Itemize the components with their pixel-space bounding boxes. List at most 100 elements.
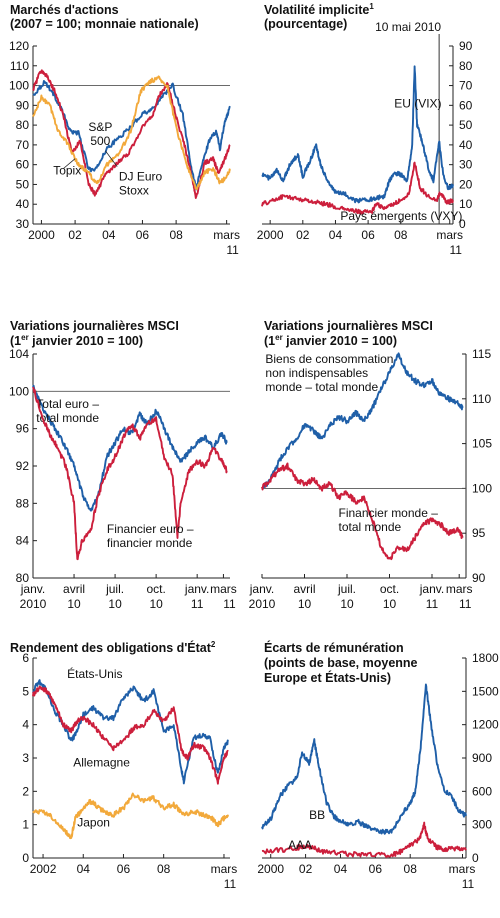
y-tick-label: 0 xyxy=(459,217,466,231)
series-label: BB xyxy=(309,808,325,822)
event-marker-label: 10 mai 2010 xyxy=(375,20,441,34)
y-tick-label: 90 xyxy=(459,39,473,53)
x-tick-label: mars xyxy=(210,582,237,596)
series-label: Biens de consommation xyxy=(265,352,393,366)
x-tick-label: 04 xyxy=(329,228,343,242)
series-label: 500 xyxy=(90,134,110,148)
y-tick-label: 80 xyxy=(16,571,30,585)
y-tick-label: 70 xyxy=(459,79,473,93)
series-label: Stoxx xyxy=(119,183,149,197)
x-tick-label-2: 11 xyxy=(223,597,236,611)
y-tick-label: 90 xyxy=(472,571,486,585)
x-tick-label: 2000 xyxy=(257,228,284,242)
y-tick-label: 95 xyxy=(472,526,486,540)
series-label: S&P xyxy=(88,120,112,134)
y-tick-label: 105 xyxy=(472,437,492,451)
series-label: Allemagne xyxy=(73,755,130,769)
series-label: Pays émergents (VXY) xyxy=(340,209,462,223)
chart-title-sup: 2 xyxy=(211,640,216,649)
x-tick-label: 08 xyxy=(157,862,171,876)
y-tick-label: 5 xyxy=(22,684,29,698)
chart-subtitle: (pourcentage) xyxy=(264,17,347,31)
y-tick-label: 3 xyxy=(22,751,29,765)
chart-panel-2: Volatilité implicite1(pourcentage)010203… xyxy=(257,2,473,257)
chart-title: Rendement des obligations d'État2 xyxy=(10,640,216,655)
x-tick-label: janv. xyxy=(184,582,209,596)
y-tick-label: 100 xyxy=(9,79,29,93)
x-tick-label-2: 2010 xyxy=(249,597,276,611)
y-tick-label: 84 xyxy=(16,534,30,548)
chart-panel-3: Variations journalières MSCI(1er janvier… xyxy=(9,319,237,611)
y-tick-label: 104 xyxy=(9,347,29,361)
chart-panel-1: Marchés d'actions(2007 = 100; monnaie na… xyxy=(9,3,240,257)
chart-subtitle: (1er janvier 2010 = 100) xyxy=(264,333,397,348)
x-tick-label: 02 xyxy=(68,228,82,242)
y-tick-label: 20 xyxy=(459,177,473,191)
x-tick-label: avril xyxy=(293,582,315,596)
y-tick-label: 1500 xyxy=(472,684,499,698)
y-tick-label: 96 xyxy=(16,422,30,436)
y-tick-label: 30 xyxy=(459,158,473,172)
series-line-topix xyxy=(32,75,231,191)
series-label: États-Unis xyxy=(67,666,122,681)
y-tick-label: 80 xyxy=(459,59,473,73)
series-line-financier-monde-total-monde xyxy=(261,462,464,561)
chart-panel-5: Rendement des obligations d'État20123456… xyxy=(10,640,237,891)
x-tick-label-2: 10 xyxy=(108,597,122,611)
y-tick-label: 70 xyxy=(16,138,30,152)
x-tick-label: 2002 xyxy=(30,862,57,876)
series-label: Japon xyxy=(77,815,110,829)
y-tick-label: 60 xyxy=(16,158,30,172)
x-tick-label: 06 xyxy=(117,862,131,876)
x-tick-label-2: 11 xyxy=(426,597,439,611)
x-tick-label: avril xyxy=(63,582,85,596)
series-label: non indispensables xyxy=(265,366,368,380)
y-tick-label: 40 xyxy=(459,138,473,152)
y-tick-label: 50 xyxy=(459,118,473,132)
chart-title: Variations journalières MSCI xyxy=(10,319,179,333)
y-tick-label: 100 xyxy=(472,481,492,495)
y-tick-label: 40 xyxy=(16,197,30,211)
y-tick-label: 300 xyxy=(472,818,492,832)
chart-title: Écarts de rémunération xyxy=(264,640,404,655)
x-tick-label-2: 10 xyxy=(298,597,312,611)
series-label: total monde xyxy=(36,411,99,425)
x-tick-label: 04 xyxy=(77,862,91,876)
x-tick-label: 2000 xyxy=(257,862,284,876)
series-label: Financier euro – xyxy=(107,522,194,536)
x-tick-label: 04 xyxy=(102,228,116,242)
x-tick-label-2: 10 xyxy=(340,597,354,611)
x-tick-label: 02 xyxy=(299,862,313,876)
x-tick-label: mars xyxy=(436,228,463,242)
x-tick-label: 02 xyxy=(296,228,310,242)
chart-title-text: Rendement des obligations d'État xyxy=(10,640,212,655)
y-tick-label: 100 xyxy=(9,384,29,398)
series-line-dj-euro-stoxx xyxy=(32,69,231,199)
chart-subtitle-part: janvier 2010 = 100) xyxy=(283,334,397,348)
series-label: total monde xyxy=(339,520,402,534)
chart-title-text: Variations journalières MSCI xyxy=(264,319,433,333)
y-tick-label: 50 xyxy=(16,177,30,191)
x-tick-label: 08 xyxy=(404,862,418,876)
chart-title: Variations journalières MSCI xyxy=(264,319,433,333)
x-tick-label: 04 xyxy=(334,862,348,876)
chart-panel-6: Écarts de rémunération(points de base, m… xyxy=(257,640,499,891)
x-tick-label-2: 11 xyxy=(224,877,237,891)
chart-title-text: Écarts de rémunération xyxy=(264,640,404,655)
x-tick-label-2: 2010 xyxy=(20,597,47,611)
x-tick-label: mars xyxy=(213,228,240,242)
x-tick-label-2: 11 xyxy=(462,877,475,891)
chart-subtitle-part: (1 xyxy=(264,334,275,348)
x-tick-label: 06 xyxy=(369,862,383,876)
chart-subtitle-part: (1 xyxy=(10,334,21,348)
chart-title-text: Marchés d'actions xyxy=(10,3,119,17)
series-line-aaa xyxy=(261,821,467,858)
series-line-s-p-500 xyxy=(32,79,231,191)
chart-title: Marchés d'actions xyxy=(10,3,119,17)
x-tick-label-2: 10 xyxy=(383,597,397,611)
x-tick-label: juil. xyxy=(337,582,356,596)
chart-title-text: Volatilité implicite xyxy=(264,3,369,17)
y-tick-label: 120 xyxy=(9,39,29,53)
label-leader-line xyxy=(63,158,76,169)
chart-panel-4: Variations journalières MSCI(1er janvier… xyxy=(249,319,493,611)
